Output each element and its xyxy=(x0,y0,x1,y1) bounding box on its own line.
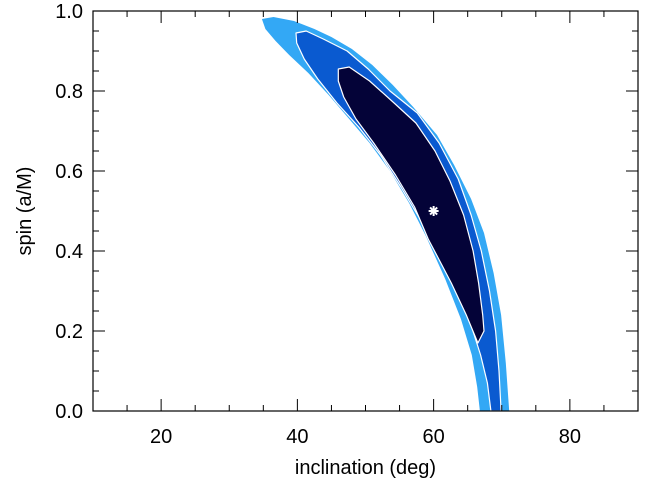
tick-labels: 20 40 60 80 0.0 0.2 0.4 0.6 0.8 1.0 xyxy=(55,1,581,448)
contour-middle xyxy=(295,30,502,412)
y-tick-label: 0.6 xyxy=(55,161,83,183)
y-tick-label: 1.0 xyxy=(55,1,83,23)
x-tick-label: 40 xyxy=(286,426,308,448)
contour-inner xyxy=(337,66,485,344)
contour-layer xyxy=(261,17,510,412)
x-axis-label: inclination (deg) xyxy=(295,457,436,479)
y-tick-label: 0.0 xyxy=(55,401,83,423)
axis-ticks xyxy=(92,10,639,412)
y-axis-label: spin (a/M) xyxy=(14,167,36,256)
x-tick-label: 20 xyxy=(150,426,172,448)
best-fit-stroke xyxy=(429,206,438,216)
y-tick-label: 0.4 xyxy=(55,241,83,263)
y-tick-label: 0.2 xyxy=(55,321,83,343)
y-tick-label: 0.8 xyxy=(55,81,83,103)
x-tick-label: 80 xyxy=(559,426,581,448)
x-tick-label: 60 xyxy=(423,426,445,448)
contour-outer xyxy=(261,17,510,411)
best-fit-marker xyxy=(428,206,439,216)
